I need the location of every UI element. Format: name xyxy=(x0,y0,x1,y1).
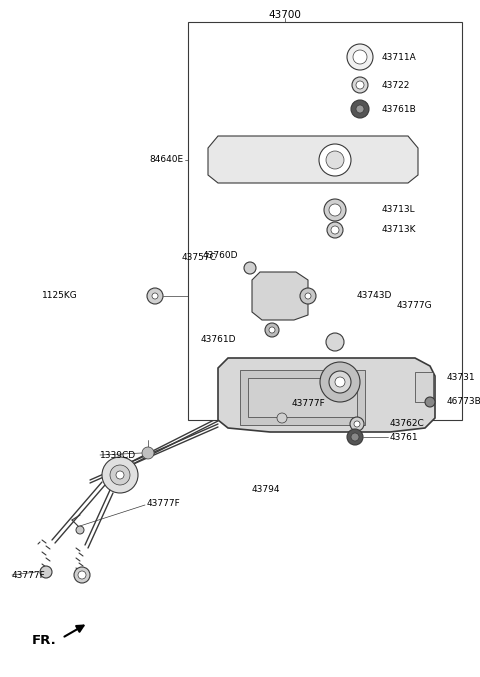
Text: FR.: FR. xyxy=(32,634,57,647)
Circle shape xyxy=(425,397,435,407)
Circle shape xyxy=(277,413,287,423)
Text: 43700: 43700 xyxy=(269,10,301,20)
Circle shape xyxy=(74,567,90,583)
Circle shape xyxy=(78,571,86,579)
Text: 43711A: 43711A xyxy=(382,53,417,62)
Bar xyxy=(248,378,357,417)
Circle shape xyxy=(40,566,52,578)
Text: 43777F: 43777F xyxy=(292,399,326,408)
Circle shape xyxy=(327,222,343,238)
Circle shape xyxy=(152,293,158,299)
Bar xyxy=(188,22,462,420)
Text: 43794: 43794 xyxy=(252,485,280,494)
Text: 1339CD: 1339CD xyxy=(100,450,136,460)
Circle shape xyxy=(351,433,359,441)
Text: 43713K: 43713K xyxy=(382,225,417,234)
Text: 46773B: 46773B xyxy=(447,397,480,406)
Text: 43713L: 43713L xyxy=(382,206,416,215)
Circle shape xyxy=(320,362,360,402)
Text: 1125KG: 1125KG xyxy=(42,292,78,301)
Text: 43761D: 43761D xyxy=(201,336,236,345)
Circle shape xyxy=(265,323,279,337)
Circle shape xyxy=(269,327,275,333)
Circle shape xyxy=(326,151,344,169)
Circle shape xyxy=(324,199,346,221)
Circle shape xyxy=(116,471,124,479)
Text: 43731: 43731 xyxy=(447,374,476,383)
Text: 43761: 43761 xyxy=(390,433,419,441)
Circle shape xyxy=(102,457,138,493)
Polygon shape xyxy=(218,358,435,432)
Circle shape xyxy=(110,465,130,485)
Circle shape xyxy=(326,333,344,351)
Circle shape xyxy=(147,288,163,304)
Text: 43777F: 43777F xyxy=(147,498,181,508)
Circle shape xyxy=(352,77,368,93)
Bar xyxy=(415,372,433,402)
Circle shape xyxy=(244,262,256,274)
Text: 43722: 43722 xyxy=(382,81,410,89)
Text: 84640E: 84640E xyxy=(149,156,183,165)
Circle shape xyxy=(329,371,351,393)
Circle shape xyxy=(354,421,360,427)
Circle shape xyxy=(350,417,364,431)
Circle shape xyxy=(142,447,154,459)
Text: 43762C: 43762C xyxy=(390,420,425,429)
Circle shape xyxy=(335,377,345,387)
Circle shape xyxy=(329,204,341,216)
Circle shape xyxy=(300,288,316,304)
Circle shape xyxy=(353,50,367,64)
Circle shape xyxy=(347,44,373,70)
Circle shape xyxy=(305,293,311,299)
Text: 43757C: 43757C xyxy=(181,253,216,263)
Polygon shape xyxy=(252,272,308,320)
Circle shape xyxy=(331,226,339,234)
Circle shape xyxy=(356,81,364,89)
Circle shape xyxy=(356,105,364,113)
Text: 43743D: 43743D xyxy=(357,292,392,301)
Text: 43761B: 43761B xyxy=(382,104,417,114)
Bar xyxy=(240,370,365,425)
Text: 43760D: 43760D xyxy=(203,251,238,261)
Circle shape xyxy=(351,100,369,118)
Circle shape xyxy=(347,429,363,445)
Text: 43777G: 43777G xyxy=(397,301,432,309)
Circle shape xyxy=(76,526,84,534)
Circle shape xyxy=(319,144,351,176)
Polygon shape xyxy=(208,136,418,183)
Text: 43777F: 43777F xyxy=(12,571,46,580)
